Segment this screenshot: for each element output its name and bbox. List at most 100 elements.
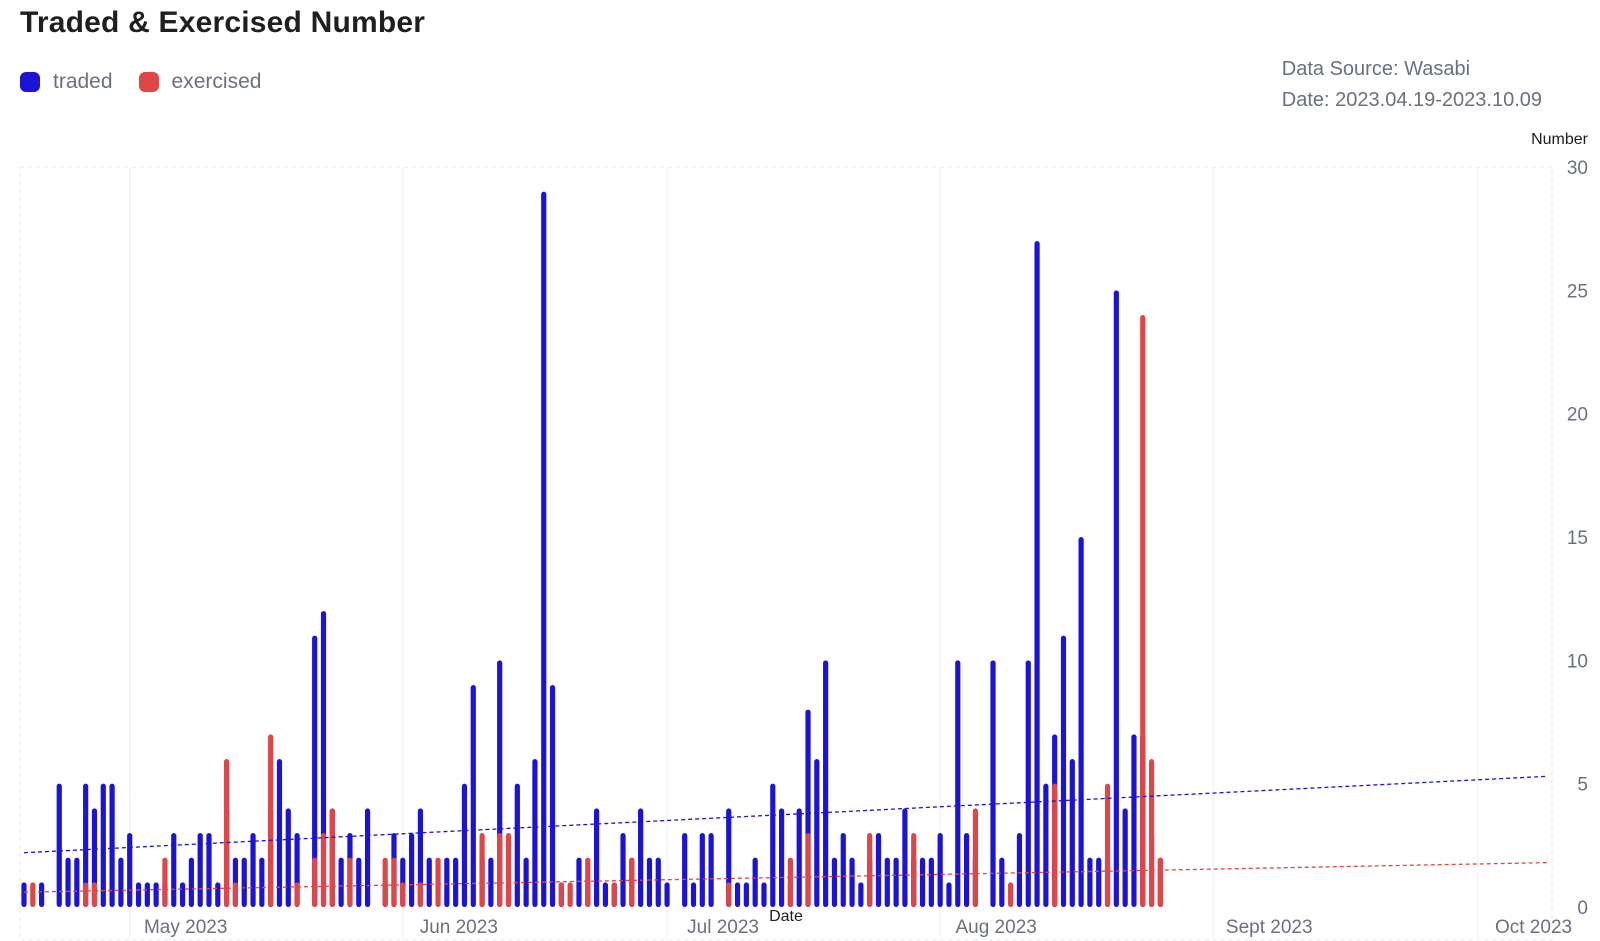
data-source-text: Data Source: Wasabi — [1281, 58, 1471, 80]
bar-traded — [523, 857, 529, 907]
bar-traded — [426, 857, 432, 907]
bar-traded — [937, 833, 943, 907]
bar-traded — [902, 808, 908, 907]
bar-traded — [320, 611, 327, 907]
bar-traded — [338, 857, 344, 907]
bar-traded — [470, 685, 476, 907]
bar-traded — [461, 783, 468, 907]
bar-traded — [620, 833, 626, 907]
bar-exercised — [479, 833, 485, 907]
bar-traded — [761, 882, 767, 907]
bar-traded — [664, 882, 670, 907]
bar-traded — [690, 882, 697, 907]
bar-exercised — [911, 833, 917, 907]
legend-item-traded[interactable]: traded — [20, 70, 113, 94]
bar-exercised — [1008, 882, 1014, 907]
bar-exercised — [611, 882, 617, 907]
bar-traded — [1025, 660, 1031, 907]
bar-traded — [549, 685, 556, 907]
bar-traded — [1016, 833, 1023, 907]
bar-exercised — [417, 882, 424, 907]
bar-exercised — [232, 882, 239, 907]
bar-traded — [602, 882, 609, 907]
bar-traded — [638, 808, 644, 907]
bar-traded — [796, 808, 802, 907]
bar-traded — [250, 833, 256, 907]
bar-exercised — [629, 857, 635, 907]
bar-traded — [541, 191, 547, 907]
bar-exercised — [726, 882, 732, 907]
bar-traded — [91, 808, 98, 907]
date-range-text: Date: 2023.04.19-2023.10.09 — [1281, 89, 1542, 111]
y-axis-ticks: 0 5 10 15 20 25 30 — [1567, 158, 1588, 919]
bar-exercised — [347, 857, 353, 907]
bar-traded — [1043, 783, 1049, 907]
bar-traded — [734, 882, 741, 907]
bar-traded — [884, 857, 890, 907]
bar-traded — [743, 882, 749, 907]
bar-traded — [179, 882, 186, 907]
bar-traded — [285, 808, 291, 907]
bar-traded — [655, 857, 661, 907]
x-tick-label: Jul 2023 — [687, 917, 759, 938]
bar-exercised — [224, 759, 230, 907]
bar-exercised — [805, 833, 811, 907]
x-axis-title: Date — [769, 908, 803, 925]
bar-traded — [946, 882, 952, 907]
bar-exercised — [320, 833, 327, 907]
y-tick-label: 15 — [1567, 528, 1588, 549]
legend-label-traded: traded — [53, 70, 113, 93]
bar-traded — [699, 833, 705, 907]
bar-traded — [488, 857, 494, 907]
x-tick-label: May 2023 — [144, 917, 227, 938]
bar-traded — [594, 808, 600, 907]
y-tick-label: 0 — [1577, 898, 1588, 919]
plot-frame — [19, 166, 1553, 941]
bar-exercised — [585, 857, 591, 907]
series-traded — [21, 191, 1163, 907]
bar-exercised — [787, 857, 794, 907]
bar-traded — [1078, 537, 1084, 907]
bar-traded — [109, 783, 115, 907]
bar-traded — [100, 783, 106, 907]
bar-traded — [241, 857, 247, 907]
chart-title: Traded & Exercised Number — [20, 6, 426, 39]
bar-traded — [171, 833, 177, 907]
bar-exercised — [867, 833, 873, 907]
trendlines — [23, 775, 1549, 893]
bar-exercised — [312, 857, 318, 907]
bar-traded — [188, 857, 194, 907]
x-tick-label: Aug 2023 — [955, 917, 1036, 938]
bar-exercised — [329, 808, 335, 907]
legend-swatch-exercised — [138, 72, 159, 92]
legend-swatch-traded — [20, 72, 40, 92]
trendline-traded — [23, 775, 1549, 854]
bar-exercised — [400, 882, 406, 907]
y-tick-label: 25 — [1567, 281, 1588, 302]
bar-traded — [153, 882, 159, 907]
bar-exercised — [1157, 857, 1163, 907]
bar-exercised — [1148, 759, 1155, 907]
bar-traded — [1131, 734, 1137, 907]
bar-traded — [1060, 635, 1067, 907]
bar-traded — [135, 882, 142, 907]
bar-traded — [532, 759, 538, 907]
x-tick-label: Oct 2023 — [1495, 917, 1572, 938]
bar-traded — [127, 833, 133, 907]
bar-traded — [875, 833, 882, 907]
bar-traded — [1113, 290, 1119, 907]
x-tick-label: Sept 2023 — [1226, 917, 1313, 938]
bar-traded — [1034, 241, 1040, 907]
bar-traded — [144, 882, 150, 907]
bar-traded — [990, 660, 996, 907]
bar-exercised — [435, 857, 441, 907]
bar-traded — [858, 882, 864, 907]
bar-traded — [444, 857, 450, 907]
bar-exercised — [1052, 783, 1058, 907]
legend-item-exercised[interactable]: exercised — [138, 70, 261, 94]
bar-traded — [840, 833, 846, 907]
bar-traded — [118, 857, 124, 907]
bar-exercised — [1104, 783, 1111, 907]
bar-traded — [74, 857, 80, 907]
bar-traded — [83, 783, 89, 907]
